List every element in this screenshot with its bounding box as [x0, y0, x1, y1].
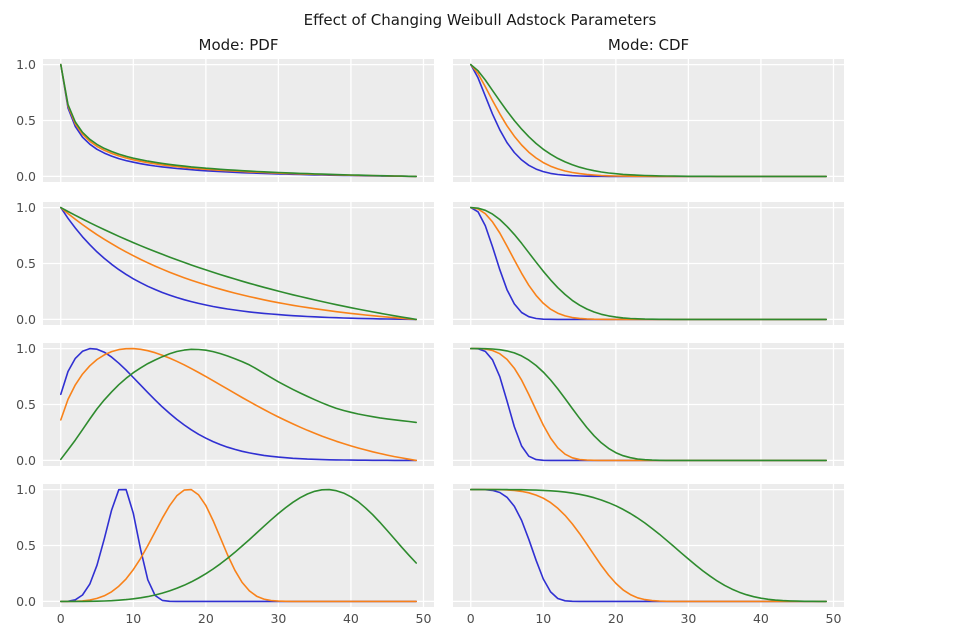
x-tick-label: 0 [56, 611, 65, 626]
subplot-row4-pdf [43, 484, 434, 607]
line-series-green [60, 348, 417, 461]
line-series-green [60, 63, 417, 178]
y-tick-label: 0.5 [16, 256, 36, 271]
line-series-green [60, 488, 417, 603]
subplot-row3-cdf [453, 343, 844, 466]
subplot-column-title-pdf: Mode: PDF [198, 36, 279, 54]
subplot-row3-pdf [43, 343, 434, 466]
line-series-orange [470, 488, 827, 603]
line-series-orange [60, 488, 417, 603]
x-tick-label: 10 [125, 611, 142, 626]
subplot-row1-pdf [43, 59, 434, 182]
y-tick-label: 0.0 [16, 168, 36, 184]
subplot-row2-pdf [43, 202, 434, 325]
subplot-column-title-cdf: Mode: CDF [607, 36, 690, 54]
x-tick-label: 40 [752, 611, 769, 626]
y-tick-label: 1.0 [16, 200, 36, 216]
line-series-green [60, 206, 417, 321]
line-series-green [470, 488, 827, 603]
x-tick-label: 50 [825, 611, 842, 626]
y-tick-label: 1.0 [16, 482, 36, 498]
y-tick-label: 0.0 [16, 593, 36, 609]
y-tick-label: 0.0 [16, 452, 36, 468]
subplot-row4-cdf [453, 484, 844, 607]
x-tick-label: 20 [607, 611, 624, 626]
line-series-blue [60, 347, 417, 462]
y-tick-label: 1.0 [16, 57, 36, 73]
y-tick-label: 0.0 [16, 311, 36, 327]
line-series-orange [60, 206, 417, 321]
figure-title: Effect of Changing Weibull Adstock Param… [303, 11, 657, 29]
x-tick-label: 10 [535, 611, 552, 626]
x-tick-label: 40 [342, 611, 359, 626]
line-series-orange [60, 347, 417, 462]
y-tick-label: 1.0 [16, 341, 36, 357]
subplot-row2-cdf [453, 202, 844, 325]
line-series-blue [60, 206, 417, 321]
line-series-green [470, 347, 827, 462]
x-tick-label: 50 [415, 611, 432, 626]
x-tick-label: 20 [197, 611, 214, 626]
x-tick-label: 0 [466, 611, 475, 626]
y-tick-label: 0.5 [16, 113, 36, 128]
line-series-green [470, 63, 827, 178]
subplot-row1-cdf [453, 59, 844, 182]
x-tick-label: 30 [680, 611, 697, 626]
y-tick-label: 0.5 [16, 397, 36, 412]
line-series-green [470, 206, 827, 321]
y-tick-label: 0.5 [16, 538, 36, 553]
x-tick-label: 30 [270, 611, 287, 626]
